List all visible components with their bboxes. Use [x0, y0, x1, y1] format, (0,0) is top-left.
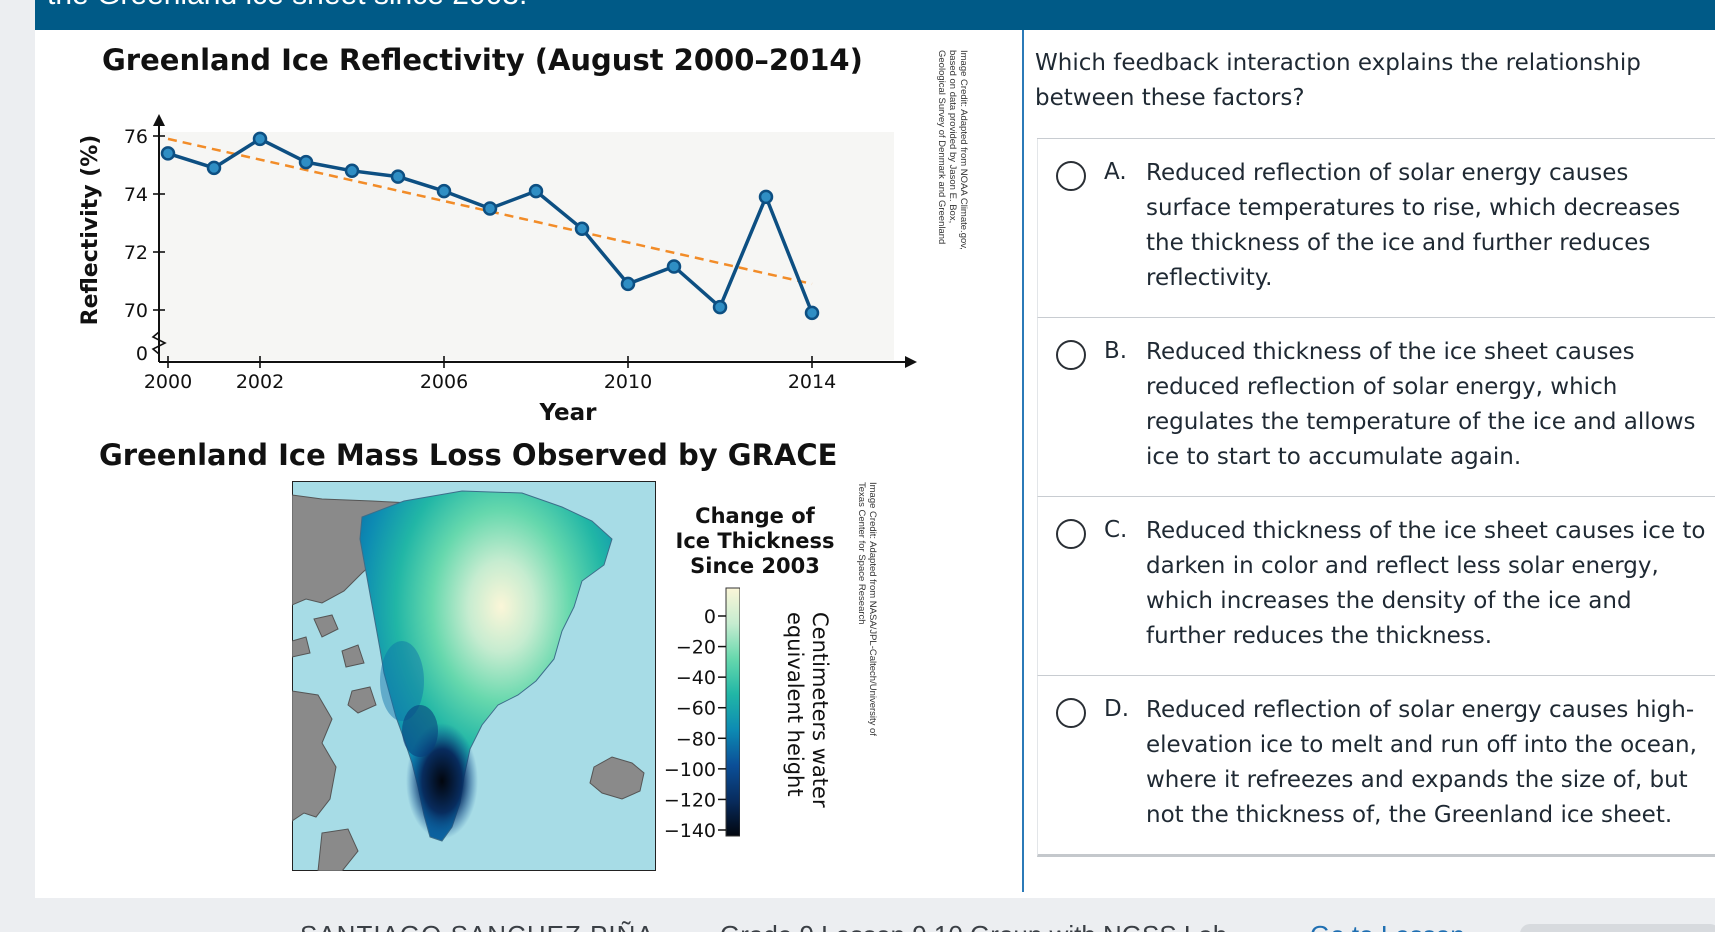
y-axis-arrow	[153, 114, 165, 126]
data-point	[620, 276, 636, 292]
footer-progress-pill	[1520, 924, 1715, 932]
grace-credit-line-1: Image Credit: Adapted from NASA/JPL-Calt…	[867, 482, 878, 736]
colorbar-title-line-1: Change of	[695, 504, 815, 528]
x-axis-arrow	[905, 356, 917, 368]
y-tick-label: 76	[124, 126, 148, 148]
answer-choices: A. Reduced reflection of solar energy ca…	[1037, 138, 1715, 857]
baffin-island	[292, 690, 337, 822]
grace-map-title: Greenland Ice Mass Loss Observed by GRAC…	[99, 438, 838, 472]
data-point	[758, 189, 774, 205]
choice-letter-a: A.	[1104, 159, 1127, 185]
colorbar-tick-label: −140	[664, 820, 716, 842]
colorbar-title: Change of Ice Thickness Since 2003	[660, 504, 850, 579]
data-point	[804, 305, 820, 321]
x-tick-label: 2000	[144, 371, 192, 393]
data-point	[206, 160, 222, 176]
data-point	[160, 146, 176, 161]
plot-background	[159, 132, 894, 360]
data-point	[436, 183, 452, 199]
island-2	[341, 644, 365, 668]
y-tick-label: 74	[124, 184, 148, 206]
footer-student-name: SANTIAGO SANCHEZ PIÑA	[300, 920, 655, 932]
credit-line-3: Geological Survey of Denmark and Greenla…	[936, 50, 947, 245]
data-point	[712, 299, 728, 315]
banner-partial-text: the Greenland ice sheet since 2003.	[47, 0, 527, 12]
footer-lesson-link[interactable]: Go to Lesson	[1310, 920, 1465, 932]
data-point	[344, 163, 360, 179]
reflectivity-chart: 76 74 72 70 0 2000 2002 2006 2010 2014 Year Reflect…	[78, 114, 917, 426]
greenland-ice-map	[292, 481, 656, 871]
radio-button-a[interactable]	[1056, 161, 1086, 191]
choice-text-a: Reduced reflection of solar energy cause…	[1146, 160, 1681, 291]
top-banner: the Greenland ice sheet since 2003.	[35, 0, 1715, 30]
credit-line-1: Image Credit: Adapted from NOAA Climate.…	[958, 50, 969, 250]
colorbar-tick-label: −100	[664, 759, 716, 781]
x-tick-label: 2014	[788, 371, 836, 393]
island-1	[313, 614, 339, 638]
choice-text-c: Reduced thickness of the ice sheet cause…	[1146, 518, 1706, 649]
grace-credit: Image Credit: Adapted from NASA/JPL-Calt…	[856, 482, 878, 736]
reflectivity-chart-title: Greenland Ice Reflectivity (August 2000–…	[102, 43, 863, 77]
x-axis-label: Year	[538, 400, 597, 426]
y-axis-break	[151, 331, 167, 355]
y-tick-label: 0	[136, 343, 148, 365]
northwest-loss-area	[380, 641, 424, 721]
iceland	[589, 756, 645, 800]
choice-text-d: Reduced reflection of solar energy cause…	[1146, 697, 1697, 828]
choice-letter-c: C.	[1104, 517, 1128, 543]
data-point	[528, 183, 544, 199]
colorbar-label-line-1: Centimeters water	[808, 612, 832, 808]
colorbar-tick-label: 0	[704, 606, 716, 628]
data-point	[390, 169, 406, 184]
panel-divider	[1022, 30, 1024, 892]
colorbar-label-line-2: equivalent height	[783, 612, 807, 797]
radio-button-c[interactable]	[1056, 519, 1086, 549]
y-axis-label: Reflectivity (%)	[78, 135, 103, 326]
footer-lesson-info: Grade 9 Lesson 9.10 Group with NGSS Lab	[720, 920, 1227, 932]
island-5	[317, 828, 359, 871]
choice-text-b: Reduced thickness of the ice sheet cause…	[1146, 339, 1696, 470]
colorbar-tick-label: −20	[676, 637, 716, 659]
colorbar-tick-label: −80	[676, 728, 716, 750]
choice-letter-b: B.	[1104, 338, 1128, 364]
colorbar-gradient	[725, 587, 740, 837]
data-point	[666, 259, 682, 274]
credit-line-2: based on data provided by Jason E. Box,	[947, 50, 958, 224]
colorbar-tick-label: −40	[676, 667, 716, 689]
data-point	[252, 131, 268, 147]
stimulus-panel: Greenland Ice Reflectivity (August 2000–…	[35, 30, 1025, 898]
island-3	[292, 636, 311, 658]
colorbar: 0 −20 −40 −60 −80 −100 −120 −140	[664, 587, 740, 842]
data-point	[298, 154, 314, 170]
choice-d[interactable]: D. Reduced reflection of solar energy ca…	[1037, 676, 1715, 857]
x-tick-label: 2002	[236, 371, 284, 393]
colorbar-tick-label: −60	[676, 698, 716, 720]
choice-letter-d: D.	[1104, 696, 1130, 722]
x-tick-label: 2006	[420, 371, 468, 393]
island-4	[347, 686, 377, 714]
grace-credit-line-2: Texas Center for Space Research	[856, 482, 867, 625]
radio-button-d[interactable]	[1056, 698, 1086, 728]
colorbar-tick-label: −120	[664, 789, 716, 811]
question-stem: Which feedback interaction explains the …	[1035, 50, 1641, 111]
choice-c[interactable]: C. Reduced thickness of the ice sheet ca…	[1037, 497, 1715, 676]
y-tick-label: 70	[124, 300, 148, 322]
choice-b[interactable]: B. Reduced thickness of the ice sheet ca…	[1037, 318, 1715, 497]
west-margin-loss	[402, 705, 438, 757]
colorbar-title-line-3: Since 2003	[690, 554, 820, 578]
radio-button-b[interactable]	[1056, 340, 1086, 370]
colorbar-title-line-2: Ice Thickness	[675, 529, 835, 553]
x-tick-label: 2010	[604, 371, 652, 393]
data-point	[482, 201, 498, 216]
footer-bar: SANTIAGO SANCHEZ PIÑA Grade 9 Lesson 9.1…	[0, 898, 1715, 932]
reflectivity-credit: Image Credit: Adapted from NOAA Climate.…	[936, 50, 969, 250]
y-tick-label: 72	[124, 242, 148, 264]
choice-a[interactable]: A. Reduced reflection of solar energy ca…	[1037, 139, 1715, 318]
data-point	[574, 221, 590, 237]
